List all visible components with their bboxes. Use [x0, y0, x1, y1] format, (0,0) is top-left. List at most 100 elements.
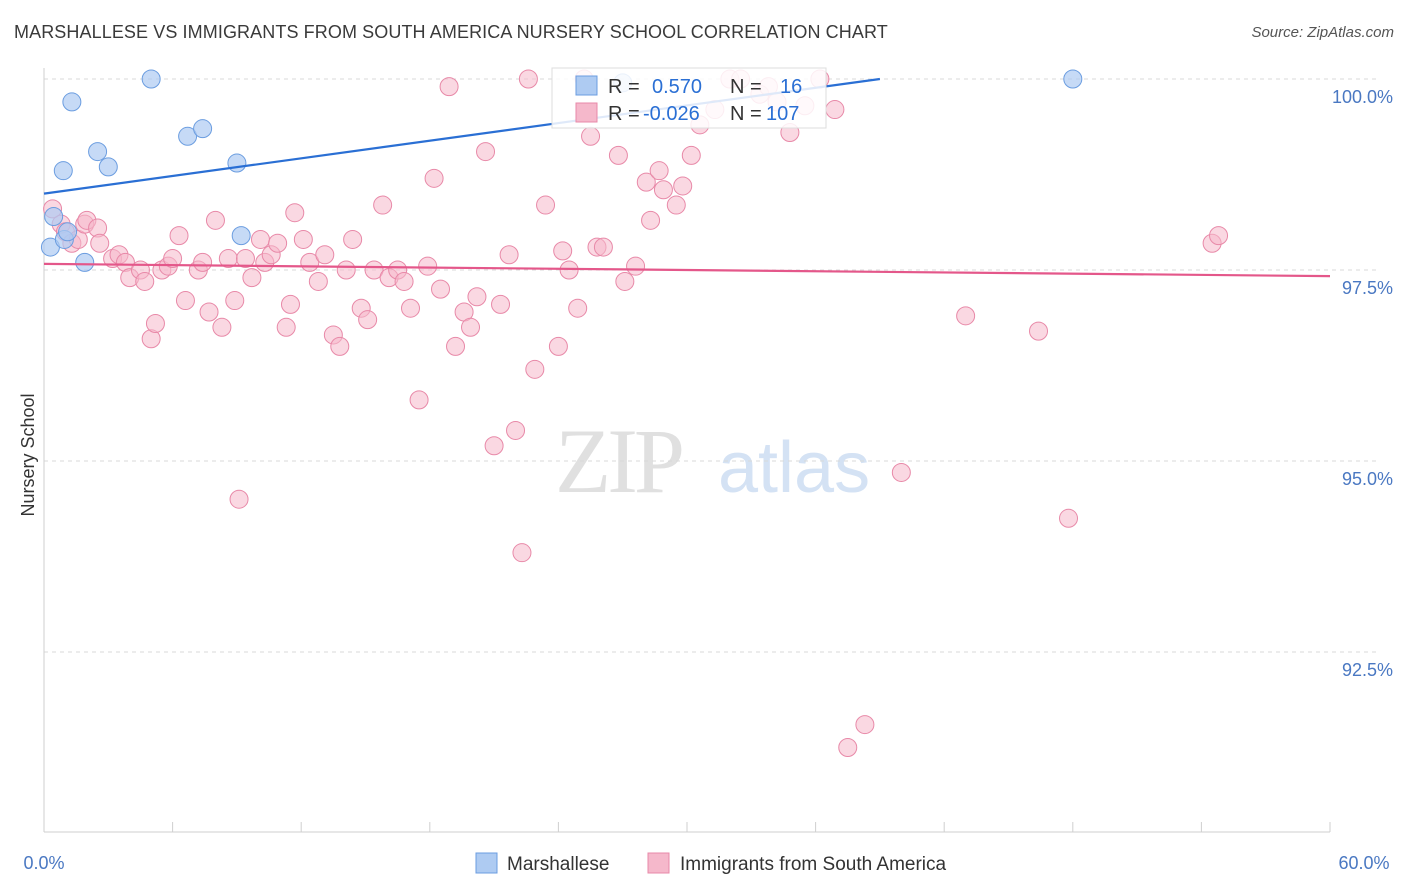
data-point-immigrants: [536, 195, 556, 215]
data-point-immigrants: [424, 168, 444, 188]
data-point-immigrants: [615, 271, 635, 291]
data-point-marshallese: [58, 222, 78, 242]
chart-source: Source: ZipAtlas.com: [1251, 24, 1394, 41]
legend-swatch-immigrants: [647, 852, 670, 874]
data-point-immigrants: [681, 145, 701, 165]
data-point-marshallese: [141, 69, 161, 89]
data-point-immigrants: [280, 294, 300, 314]
data-point-immigrants: [229, 489, 249, 509]
data-point-immigrants: [135, 271, 155, 291]
data-point-immigrants: [666, 195, 686, 215]
data-point-immigrants: [225, 291, 245, 311]
data-point-marshallese: [53, 161, 73, 181]
stats-n-value-blue: 16: [780, 76, 802, 98]
stats-r-value-blue: 0.570: [652, 76, 702, 98]
y-tick-label: 100.0%: [1332, 87, 1393, 107]
data-point-immigrants: [568, 298, 588, 318]
data-point-immigrants: [242, 268, 262, 288]
data-point-immigrants: [193, 252, 213, 272]
data-point-immigrants: [446, 336, 466, 356]
data-point-marshallese: [62, 92, 82, 112]
x-tick-label-max: 60.0%: [1338, 853, 1389, 873]
data-point-immigrants: [343, 229, 363, 249]
data-point-immigrants: [649, 161, 669, 181]
legend-swatch-marshallese: [475, 852, 498, 874]
data-point-immigrants: [491, 294, 511, 314]
data-point-immigrants: [330, 336, 350, 356]
y-tick-label: 97.5%: [1342, 278, 1393, 298]
stats-r-label-blue: R =: [608, 76, 640, 98]
data-point-marshallese: [98, 157, 118, 177]
stats-n-label-pink: N =: [730, 103, 762, 125]
data-point-marshallese: [44, 207, 64, 227]
data-point-immigrants: [499, 245, 519, 265]
data-point-immigrants: [199, 302, 219, 322]
data-point-immigrants: [626, 256, 646, 276]
data-point-immigrants: [439, 77, 459, 97]
data-point-immigrants: [418, 256, 438, 276]
data-point-immigrants: [608, 145, 628, 165]
data-point-immigrants: [825, 100, 845, 120]
data-point-immigrants: [394, 271, 414, 291]
data-point-immigrants: [163, 249, 183, 269]
data-point-marshallese: [178, 126, 198, 146]
data-point-immigrants: [364, 260, 384, 280]
data-point-marshallese: [75, 252, 95, 272]
series-marshallese-points: [40, 69, 1083, 272]
data-point-immigrants: [268, 233, 288, 253]
x-tick-label-min: 0.0%: [23, 853, 64, 873]
data-point-immigrants: [512, 543, 532, 563]
legend: Marshallese Immigrants from South Americ…: [475, 852, 947, 875]
data-point-immigrants: [506, 420, 526, 440]
x-ticks: [43, 822, 1331, 832]
data-point-marshallese: [227, 153, 247, 173]
data-point-immigrants: [476, 142, 496, 162]
y-tick-labels: 92.5% 95.0% 97.5% 100.0%: [1332, 87, 1393, 680]
data-point-immigrants: [518, 69, 538, 89]
y-axis-title: Nursery School: [18, 393, 38, 516]
watermark: ZIP atlas: [555, 410, 870, 512]
data-point-immigrants: [593, 237, 613, 257]
data-point-immigrants: [891, 462, 911, 482]
data-point-immigrants: [212, 317, 232, 337]
legend-label-marshallese: Marshallese: [507, 854, 609, 875]
data-point-immigrants: [276, 317, 296, 337]
data-point-immigrants: [373, 195, 393, 215]
data-point-immigrants: [285, 203, 305, 223]
chart-title: MARSHALLESE VS IMMIGRANTS FROM SOUTH AME…: [14, 22, 888, 42]
data-point-marshallese: [193, 119, 213, 139]
stats-box: R = 0.570 N = 16 R = -0.026 N = 107: [551, 67, 827, 129]
data-point-immigrants: [293, 229, 313, 249]
data-point-immigrants: [956, 306, 976, 326]
stats-r-value-pink: -0.026: [643, 103, 700, 125]
data-point-immigrants: [409, 390, 429, 410]
stats-n-value-pink: 107: [766, 103, 799, 125]
data-point-immigrants: [553, 241, 573, 261]
y-tick-label: 92.5%: [1342, 660, 1393, 680]
legend-label-immigrants: Immigrants from South America: [680, 854, 947, 875]
data-point-immigrants: [250, 229, 270, 249]
data-point-immigrants: [169, 226, 189, 246]
stats-n-label-blue: N =: [730, 76, 762, 98]
data-point-immigrants: [548, 336, 568, 356]
data-point-immigrants: [1029, 321, 1049, 341]
data-point-marshallese: [231, 226, 251, 246]
data-point-immigrants: [838, 738, 858, 757]
data-point-immigrants: [581, 126, 601, 146]
data-point-immigrants: [315, 245, 335, 265]
data-point-immigrants: [461, 317, 481, 337]
data-point-immigrants: [235, 249, 255, 269]
trend-line-immigrants: [43, 262, 1331, 278]
data-point-immigrants: [525, 359, 545, 379]
stats-box-frame: [551, 67, 827, 129]
data-point-immigrants: [205, 210, 225, 230]
data-point-immigrants: [673, 176, 693, 196]
watermark-atlas: atlas: [718, 428, 870, 508]
data-point-marshallese: [1063, 69, 1083, 89]
data-point-marshallese: [88, 142, 108, 162]
data-point-immigrants: [653, 180, 673, 200]
data-point-immigrants: [308, 271, 328, 291]
data-point-immigrants: [1059, 508, 1079, 528]
data-point-immigrants: [336, 260, 356, 280]
data-point-immigrants: [401, 298, 421, 318]
